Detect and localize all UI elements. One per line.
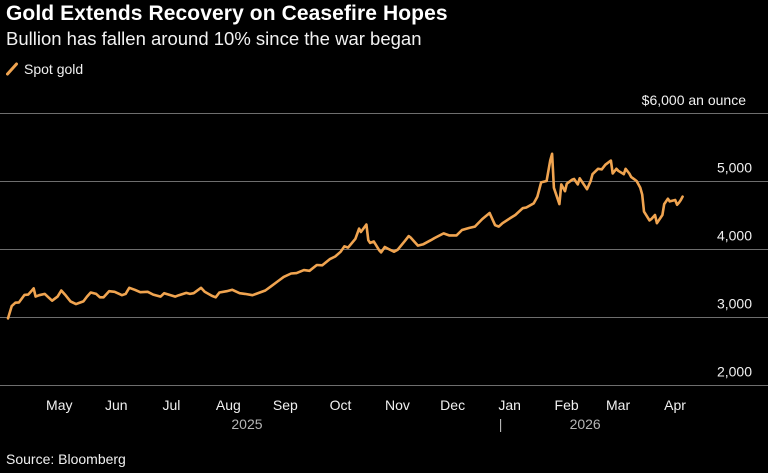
series-line-spot-gold	[6, 152, 684, 320]
legend: Spot gold	[6, 61, 83, 77]
y-unit-label: $6,000 an ounce	[641, 92, 746, 108]
year-labels: 2025 2026 |	[231, 416, 601, 432]
x-tick-label-feb: Feb	[555, 397, 579, 413]
x-tick-label-oct: Oct	[330, 397, 352, 413]
year-label-2025: 2025	[231, 416, 262, 432]
series	[6, 152, 684, 320]
x-tick-label-may: May	[46, 397, 72, 413]
x-tick-label-sep: Sep	[273, 397, 298, 413]
chart-title: Gold Extends Recovery on Ceasefire Hopes	[6, 2, 448, 25]
y-tick-label-4000: 4,000	[717, 228, 752, 244]
x-tick-label-nov: Nov	[385, 397, 410, 413]
source-note: Source: Bloomberg	[6, 451, 126, 467]
x-tick-labels: May Jun Jul Aug Sep Oct Nov Dec Jan Feb Mar Apr	[46, 397, 686, 413]
chart-subtitle: Bullion has fallen around 10% since the …	[6, 28, 422, 49]
y-tick-label-2000: 2,000	[717, 364, 752, 380]
y-tick-labels: 5,000 4,000 3,000 2,000	[717, 160, 752, 380]
x-tick-label-aug: Aug	[216, 397, 241, 413]
x-tick-label-apr: Apr	[664, 397, 686, 413]
x-tick-label-jan: Jan	[498, 397, 521, 413]
x-tick-label-jun: Jun	[105, 397, 128, 413]
y-tick-label-3000: 3,000	[717, 296, 752, 312]
legend-swatch	[6, 62, 18, 76]
year-divider: |	[499, 416, 503, 432]
x-tick-label-jul: Jul	[162, 397, 180, 413]
year-label-2026: 2026	[570, 416, 601, 432]
x-tick-label-dec: Dec	[440, 397, 465, 413]
legend-label: Spot gold	[24, 61, 84, 77]
y-tick-label-5000: 5,000	[717, 160, 752, 176]
x-tick-label-mar: Mar	[606, 397, 630, 413]
